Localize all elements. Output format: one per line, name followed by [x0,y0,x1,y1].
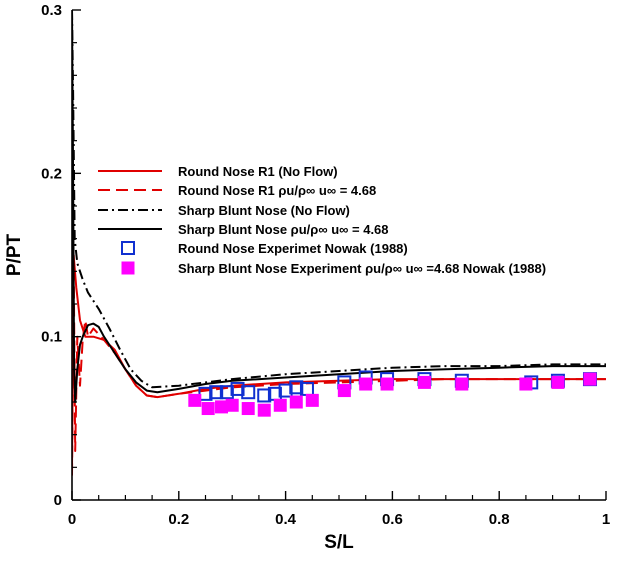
legend-label-4: Round Nose Experimet Nowak (1988) [178,241,408,256]
series-line-2 [72,10,606,389]
series-5-point [583,372,597,386]
series-5-point [188,393,202,407]
series-line-0 [72,254,606,468]
series-5-point [225,398,239,412]
legend-swatch-4 [121,241,135,255]
x-tick-label: 0 [68,511,76,528]
series-4-point [230,381,245,396]
series-5-point [273,398,287,412]
series-4-point [278,383,293,398]
series-5-point [359,377,373,391]
legend-swatch-5 [121,261,135,275]
x-tick-label: 0.6 [382,511,403,528]
legend-label-0: Round Nose R1 (No Flow) [178,164,338,179]
series-5-point [455,377,469,391]
legend-label-1: Round Nose R1 ρu/ρ∞ u∞ = 4.68 [178,183,376,198]
y-tick-label: 0 [54,492,62,509]
series-5-point [289,395,303,409]
series-5-point [380,377,394,391]
series-4-point [219,385,234,400]
y-tick-label: 0.2 [41,165,62,182]
series-5-point [551,375,565,389]
series-5-point [201,402,215,416]
plot-area [72,10,606,476]
x-tick-label: 0.8 [489,511,510,528]
series-4-point [289,380,304,395]
series-5-point [305,393,319,407]
series-4-point [257,388,272,403]
series-4-point [198,386,213,401]
legend-label-2: Sharp Blunt Nose (No Flow) [178,203,350,218]
series-line-1 [72,254,606,476]
x-tick-label: 0.2 [168,511,189,528]
y-axis-title: P/PT [4,233,25,276]
series-line-3 [72,10,606,403]
y-tick-label: 0.3 [41,2,62,19]
legend-label-3: Sharp Blunt Nose ρu/ρ∞ u∞ = 4.68 [178,222,389,237]
legend-label-5: Sharp Blunt Nose Experiment ρu/ρ∞ u∞ =4.… [178,261,546,276]
series-5-point [257,403,271,417]
series-5-point [241,402,255,416]
axes: 0 0.2 0.4 0.6 0.8 1 0 0.1 0.2 0.3 [41,2,610,528]
x-axis-title: S/L [324,532,354,553]
x-tick-label: 0.4 [275,511,297,528]
series-4-point [241,385,256,400]
series-4-point [209,385,224,400]
series-5-point [337,384,351,398]
legend: Round Nose R1 (No Flow) Round Nose R1 ρu/… [98,164,546,276]
x-tick-label: 1 [602,511,610,528]
series-5-point [519,377,533,391]
y-tick-label: 0.1 [41,329,62,346]
series-5-point [417,375,431,389]
